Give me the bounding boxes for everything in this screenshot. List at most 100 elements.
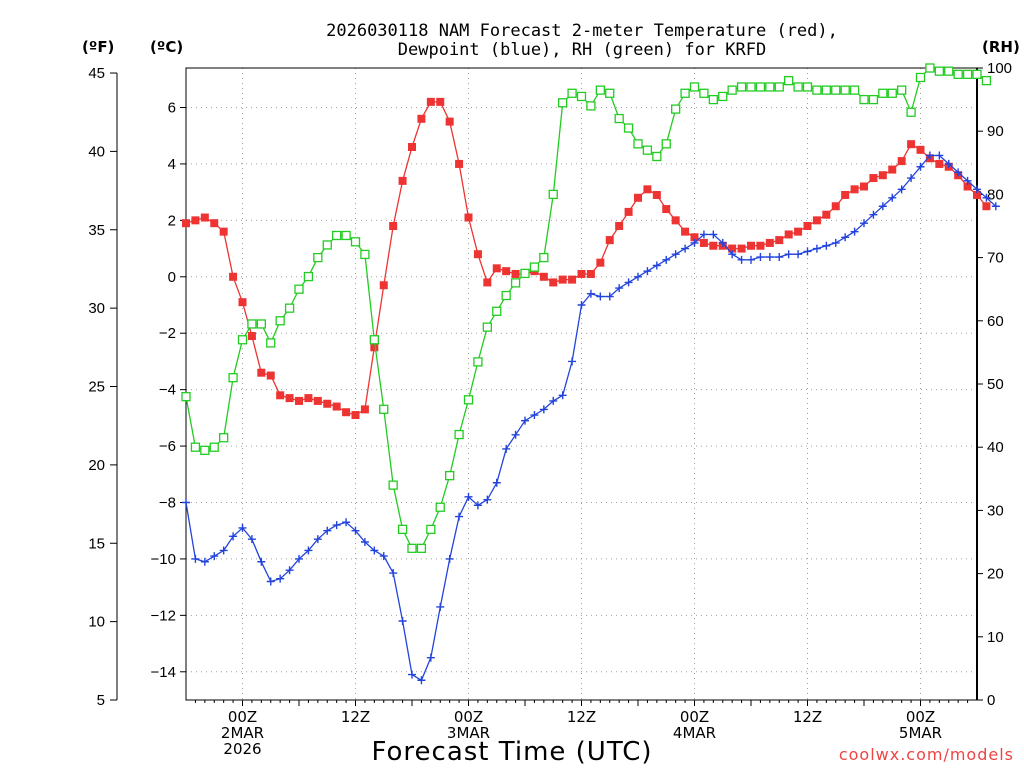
- dewpoint-point: [549, 396, 558, 405]
- rh-point: [284, 303, 295, 313]
- temperature-point: [897, 157, 906, 166]
- dewpoint-point: [718, 238, 727, 247]
- dewpoint-point: [577, 301, 586, 309]
- dewpoint-point: [991, 202, 1000, 211]
- temperature-point: [351, 411, 360, 420]
- rh-tick-label: 10: [987, 629, 1004, 646]
- temperature-point: [860, 182, 868, 191]
- temperature-point: [568, 275, 577, 284]
- dewpoint-point: [464, 492, 473, 501]
- dewpoint-point: [765, 253, 774, 262]
- dewpoint-point: [332, 521, 341, 530]
- rh-point: [680, 88, 690, 98]
- rh-unit-label: (RH): [982, 38, 1020, 56]
- rh-point: [520, 268, 530, 279]
- rh-tick-label: 100: [987, 60, 1012, 77]
- dewpoint-point: [982, 193, 991, 202]
- temperature-point: [784, 230, 793, 239]
- celsius-tick-label: 0: [168, 269, 176, 286]
- series-dewpoint: [182, 151, 1000, 685]
- temperature-point: [511, 269, 520, 278]
- dewpoint-line: [185, 154, 997, 682]
- rh-point: [473, 357, 483, 367]
- x-tick-label: 4MAR: [673, 724, 716, 742]
- rh-tick-label: 90: [987, 123, 1004, 140]
- celsius-tick-label: 4: [168, 156, 176, 173]
- rh-point: [887, 88, 897, 98]
- rh-point: [718, 91, 728, 102]
- x-tick-label: 12Z: [793, 708, 822, 726]
- x-tick-label: 00Z: [906, 708, 935, 726]
- dewpoint-point: [662, 255, 671, 264]
- rh-point: [539, 252, 549, 263]
- temperature-point: [276, 391, 285, 400]
- dewpoint-point: [690, 238, 699, 247]
- dewpoint-point: [408, 670, 416, 679]
- rh-point: [397, 524, 408, 535]
- dewpoint-point: [379, 552, 388, 561]
- temperature-point: [247, 332, 256, 341]
- series-temperature: [182, 97, 991, 420]
- temperature-point: [295, 396, 303, 405]
- dewpoint-point: [699, 230, 708, 239]
- temperature-point: [426, 97, 435, 106]
- rh-point: [548, 189, 558, 200]
- dewpoint-point: [737, 255, 746, 264]
- temperature-point: [728, 244, 737, 253]
- temperature-point: [417, 114, 426, 123]
- rh-point: [360, 249, 370, 260]
- temperature-point: [210, 219, 219, 228]
- temperature-point: [285, 394, 294, 403]
- rh-point: [962, 69, 973, 79]
- rh-point: [689, 82, 700, 92]
- dewpoint-point: [907, 174, 916, 183]
- celsius-tick-label: −4: [159, 382, 176, 399]
- temperature-point: [652, 190, 661, 199]
- temperature-point: [671, 216, 680, 225]
- dewpoint-point: [313, 535, 322, 544]
- temperature-point: [888, 165, 897, 174]
- dewpoint-point: [445, 554, 454, 563]
- gridlines: [186, 68, 977, 700]
- rh-point: [492, 306, 502, 316]
- rh-tick-label: 80: [987, 186, 1004, 203]
- celsius-tick-label: 2: [168, 212, 176, 229]
- data-series: [181, 63, 1000, 685]
- dewpoint-point: [888, 193, 897, 202]
- rh-point: [746, 82, 756, 92]
- celsius-unit-label: (ºC): [150, 38, 183, 56]
- rh-point: [379, 404, 389, 414]
- rh-point: [209, 442, 219, 452]
- temperature-point: [982, 202, 991, 211]
- temperature-point: [812, 216, 821, 225]
- temperature-point: [907, 140, 916, 149]
- rh-tick-label: 70: [987, 250, 1004, 267]
- rh-point: [840, 85, 850, 95]
- rh-point: [595, 85, 605, 95]
- rh-point: [247, 319, 257, 329]
- rh-point: [671, 104, 681, 114]
- dewpoint-point: [652, 261, 661, 270]
- celsius-tick-label: −12: [151, 607, 176, 624]
- rh-point: [558, 98, 568, 108]
- rh-point: [821, 85, 831, 95]
- axes: 51015202530354045−14−12−10−8−6−4−2024601…: [88, 60, 1012, 709]
- rh-point: [567, 88, 577, 98]
- dewpoint-point: [492, 478, 501, 487]
- temperature-point: [747, 241, 755, 250]
- temperature-point: [681, 227, 690, 236]
- temperature-point: [586, 269, 595, 278]
- temperature-point: [615, 222, 624, 230]
- rh-tick-label: 60: [987, 313, 1004, 330]
- dewpoint-point: [295, 554, 303, 563]
- dewpoint-point: [831, 238, 840, 247]
- rh-tick-label: 50: [987, 376, 1004, 393]
- temperature-point: [973, 190, 981, 199]
- rh-point: [510, 278, 521, 288]
- rh-point: [445, 470, 455, 481]
- chart-title-line-2: Dewpoint (blue), RH (green) for KRFD: [398, 40, 766, 60]
- dewpoint-point: [219, 546, 228, 555]
- rh-point: [501, 290, 511, 301]
- temperature-point: [699, 238, 708, 247]
